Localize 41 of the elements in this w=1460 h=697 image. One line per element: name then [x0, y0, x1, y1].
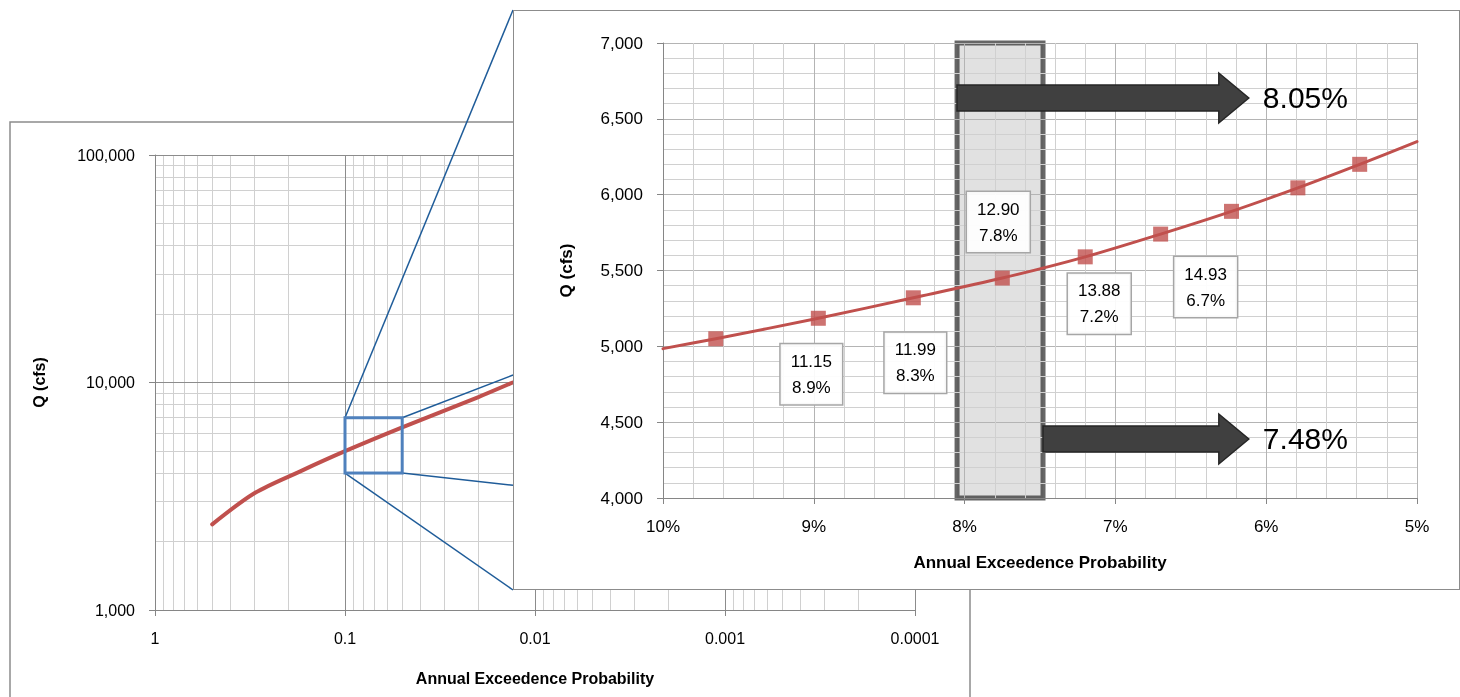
x-tick-label: 7%: [1103, 517, 1128, 536]
y-tick-label: 1,000: [94, 601, 136, 619]
annotation: 8.05%: [1262, 81, 1348, 115]
point: [1290, 180, 1306, 196]
x-tick-label: 10%: [645, 517, 681, 536]
x-tick-label: 1: [150, 629, 160, 647]
x-tick-label: 5%: [1404, 517, 1430, 536]
x-axis-title: Annual Exceedence Probability: [913, 553, 1168, 572]
y-tick-label: 100,000: [77, 146, 136, 164]
point: [994, 270, 1010, 286]
x-tick-label: 0.0001: [890, 629, 940, 647]
annotation: 14.93 6.7%: [1184, 264, 1227, 310]
point: [810, 310, 826, 326]
y-tick-label: 6,000: [600, 185, 643, 205]
point: [708, 331, 724, 347]
x-tick-label: 6%: [1253, 517, 1279, 536]
y-tick-label: 10,000: [86, 374, 136, 391]
x-axis-title: Annual Exceedence Probability: [415, 669, 655, 687]
y-tick-label: 6,500: [600, 109, 643, 129]
annotation: 13.88 7.2%: [1077, 281, 1121, 327]
x-tick-label: 0.1: [333, 629, 357, 647]
x-tick-label: 0.001: [704, 629, 746, 647]
x-tick-label: 8%: [952, 517, 977, 536]
point: [905, 290, 921, 306]
y-tick-label: 5,500: [600, 261, 643, 280]
y-axis-title: Q (cfs): [557, 243, 576, 298]
point: [1224, 203, 1240, 219]
x-tick-label: 9%: [801, 517, 827, 536]
y-tick-label: 7,000: [600, 33, 643, 53]
point: [1077, 249, 1093, 265]
y-axis-title: Q (cfs): [30, 357, 48, 408]
annotation: 11.15 8.9%: [790, 351, 832, 397]
y-tick-label: 4,000: [600, 488, 643, 508]
annotation: 7.48%: [1262, 422, 1348, 456]
point: [1153, 226, 1169, 242]
y-tick-label: 4,500: [600, 412, 643, 432]
annotation: 12.90 7.8%: [977, 199, 1020, 245]
point: [1352, 156, 1368, 172]
y-tick-label: 5,000: [600, 336, 643, 356]
annotation: 11.99 8.3%: [894, 340, 936, 386]
x-tick-label: 0.01: [519, 629, 551, 647]
